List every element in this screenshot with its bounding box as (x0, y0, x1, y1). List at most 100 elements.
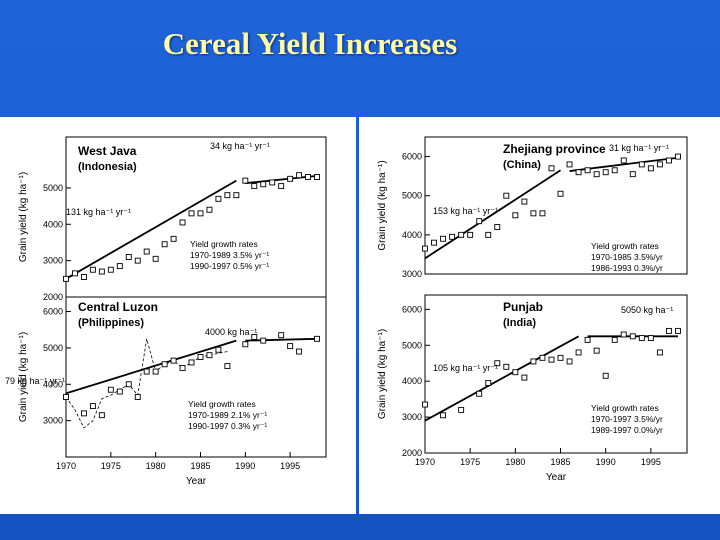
data-point (521, 198, 528, 205)
region-label: Central Luzon (78, 300, 158, 314)
data-point (494, 224, 501, 230)
y-tick-label: 3000 (402, 412, 422, 422)
growth-rate-1: 1970-1985 3.5%/yr (591, 252, 663, 262)
x-tick-label: 1990 (235, 461, 255, 471)
data-point (233, 192, 240, 199)
data-point (134, 257, 141, 264)
x-axis-label: Year (546, 472, 567, 483)
data-point (557, 354, 564, 361)
data-point (440, 412, 447, 419)
slide-title: Cereal Yield Increases (162, 26, 458, 61)
country-label: (Philippines) (78, 317, 144, 329)
data-point (476, 218, 483, 225)
data-point (116, 263, 123, 270)
right-figure-panel: 3000 4000 5000 6000 Grain yield (kg ha⁻¹) Zhe… (359, 117, 720, 514)
data-point (89, 266, 96, 273)
y-tick-label: 4000 (43, 219, 63, 229)
data-point (620, 331, 627, 338)
data-point (72, 270, 78, 277)
data-point (179, 364, 186, 371)
data-point (675, 153, 681, 160)
slope-annotation-late: 4000 kg ha⁻¹ (205, 327, 257, 337)
data-point (89, 403, 96, 410)
data-point (647, 165, 654, 172)
data-point (467, 231, 474, 238)
data-point (494, 360, 501, 367)
data-point (431, 239, 437, 246)
data-point (206, 352, 213, 359)
trend-line (65, 179, 237, 280)
footer-band (0, 514, 720, 540)
x-tick-label: 1975 (101, 461, 121, 471)
y-tick-label: 6000 (402, 152, 422, 162)
y-tick-label: 4000 (402, 230, 422, 240)
country-label: (China) (503, 159, 541, 171)
slope-annotation-early: 153 kg ha⁻¹ yr⁻¹ (433, 206, 498, 216)
y-tick-label: 5000 (43, 183, 63, 193)
data-point (242, 177, 249, 184)
y-tick-label: 5000 (402, 191, 422, 201)
x-tick-label: 1970 (56, 461, 76, 471)
growth-rate-1: 1970-1989 3.5% yr⁻¹ (190, 250, 269, 260)
data-point (63, 394, 69, 400)
data-point (251, 183, 258, 190)
left-figure-svg: 2000 3000 4000 5000 Grain yield (kg ha⁻¹) Wes… (5, 136, 327, 487)
data-point (161, 361, 168, 368)
x-tick-label: 1990 (596, 457, 616, 467)
data-point (143, 248, 150, 255)
data-point (422, 401, 428, 408)
data-point (584, 167, 591, 174)
data-point (539, 354, 546, 361)
data-point (611, 336, 618, 343)
x-tick-label: 1970 (415, 457, 435, 467)
data-point (206, 206, 213, 213)
y-axis-label: Grain yield (kg ha⁻¹) (18, 172, 29, 262)
y-axis-label: Grain yield (kg ha⁻¹) (18, 332, 29, 422)
data-point (215, 195, 222, 202)
data-point (458, 231, 465, 238)
slope-annotation-late: 34 kg ha⁻¹ yr⁻¹ (210, 141, 270, 151)
y-tick-label: 3000 (43, 256, 63, 266)
data-point (143, 368, 150, 375)
data-point (638, 335, 645, 342)
data-point (224, 363, 231, 370)
data-point (314, 335, 320, 342)
data-point (512, 212, 519, 219)
chart-west-java: 2000 3000 4000 5000 Grain yield (kg ha⁻¹) Wes… (18, 136, 327, 302)
y-tick-label: 6000 (402, 304, 422, 314)
data-point (107, 386, 114, 393)
data-point (575, 349, 582, 356)
data-point (287, 343, 294, 350)
data-point (566, 161, 573, 168)
plot-frame (424, 294, 688, 454)
data-point (296, 348, 303, 355)
slope-annotation-early: 79 kg ha⁻¹ yr⁻¹ (5, 376, 65, 386)
data-point (548, 356, 555, 363)
data-point (269, 179, 276, 186)
data-point (530, 210, 537, 217)
data-point (296, 172, 303, 179)
slope-annotation-early: 131 kg ha⁻¹ yr⁻¹ (66, 207, 131, 217)
data-point (449, 233, 456, 240)
data-point (260, 337, 267, 344)
data-point (611, 167, 618, 174)
chart-central-luzon: 3000 4000 5000 6000 1970 1975 1980 1985 1990 1995… (5, 296, 327, 487)
trend-line (424, 335, 580, 422)
growth-rate-2: 1986-1993 0.3%/yr (591, 263, 663, 273)
data-point (125, 254, 132, 260)
x-tick-label: 1995 (641, 457, 661, 467)
trend-line (424, 169, 562, 260)
data-point (422, 245, 428, 252)
data-point (197, 210, 204, 217)
growth-rate-1: 1970-1997 3.5%/yr (591, 414, 663, 424)
region-label: West Java (78, 144, 137, 158)
y-tick-label: 5000 (402, 340, 422, 350)
data-point (593, 171, 600, 178)
growth-rate-title: Yield growth rates (591, 241, 659, 251)
data-point (593, 347, 600, 354)
plot-frame (65, 296, 327, 458)
data-point (512, 369, 519, 376)
data-point (575, 169, 582, 176)
y-tick-label: 3000 (43, 416, 63, 426)
data-point (557, 190, 564, 197)
